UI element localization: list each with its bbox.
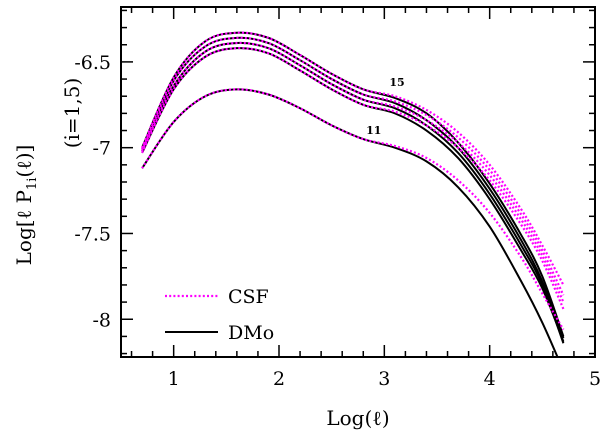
y-tick-label: -7.5 [74, 223, 111, 245]
x-tick-label: 4 [484, 368, 496, 390]
x-tick-label: 5 [589, 368, 600, 390]
annotation-11: 11 [366, 124, 381, 137]
series-line-dmo-4 [141, 36, 565, 339]
series-line-csf-4 [141, 36, 565, 296]
legend: CSF DMo [165, 286, 274, 344]
axis-ticks [121, 7, 595, 357]
series-lines [141, 31, 565, 357]
tick-labels: 1 2 3 4 5 -6.5 -7 -7.5 -8 [74, 52, 600, 390]
annotations: 15 11 [366, 76, 404, 137]
x-tick-label: 2 [273, 368, 285, 390]
y-tick-label: -7 [92, 138, 111, 160]
series-line-csf-2 [141, 46, 565, 310]
x-tick-label: 1 [168, 368, 180, 390]
y-axis-title-sub: 1i [25, 178, 40, 190]
y-axis-title-tail: (ℓ)] [12, 145, 36, 178]
x-axis-title: Log(ℓ) [326, 406, 389, 430]
series-line-dmo-5 [141, 31, 565, 337]
legend-csf-label: CSF [228, 286, 269, 308]
series-line-csf-5 [141, 31, 565, 286]
y-tick-label: -6.5 [74, 52, 111, 74]
y-tick-label: -8 [92, 309, 111, 331]
annotation-15: 15 [389, 76, 404, 89]
y-axis-title: Log[ℓ P1i(ℓ)] [12, 145, 40, 266]
legend-dmo-label: DMo [228, 322, 274, 344]
y-axis-title-main: Log[ℓ P [12, 190, 36, 265]
y-axis-side-label: (i=1,5) [60, 78, 84, 149]
series-line-dmo-3 [141, 41, 565, 344]
series-line-csf-3 [141, 41, 565, 303]
plot-frame [120, 6, 596, 358]
x-tick-label: 3 [378, 368, 390, 390]
series-line-dmo-1 [141, 88, 559, 357]
